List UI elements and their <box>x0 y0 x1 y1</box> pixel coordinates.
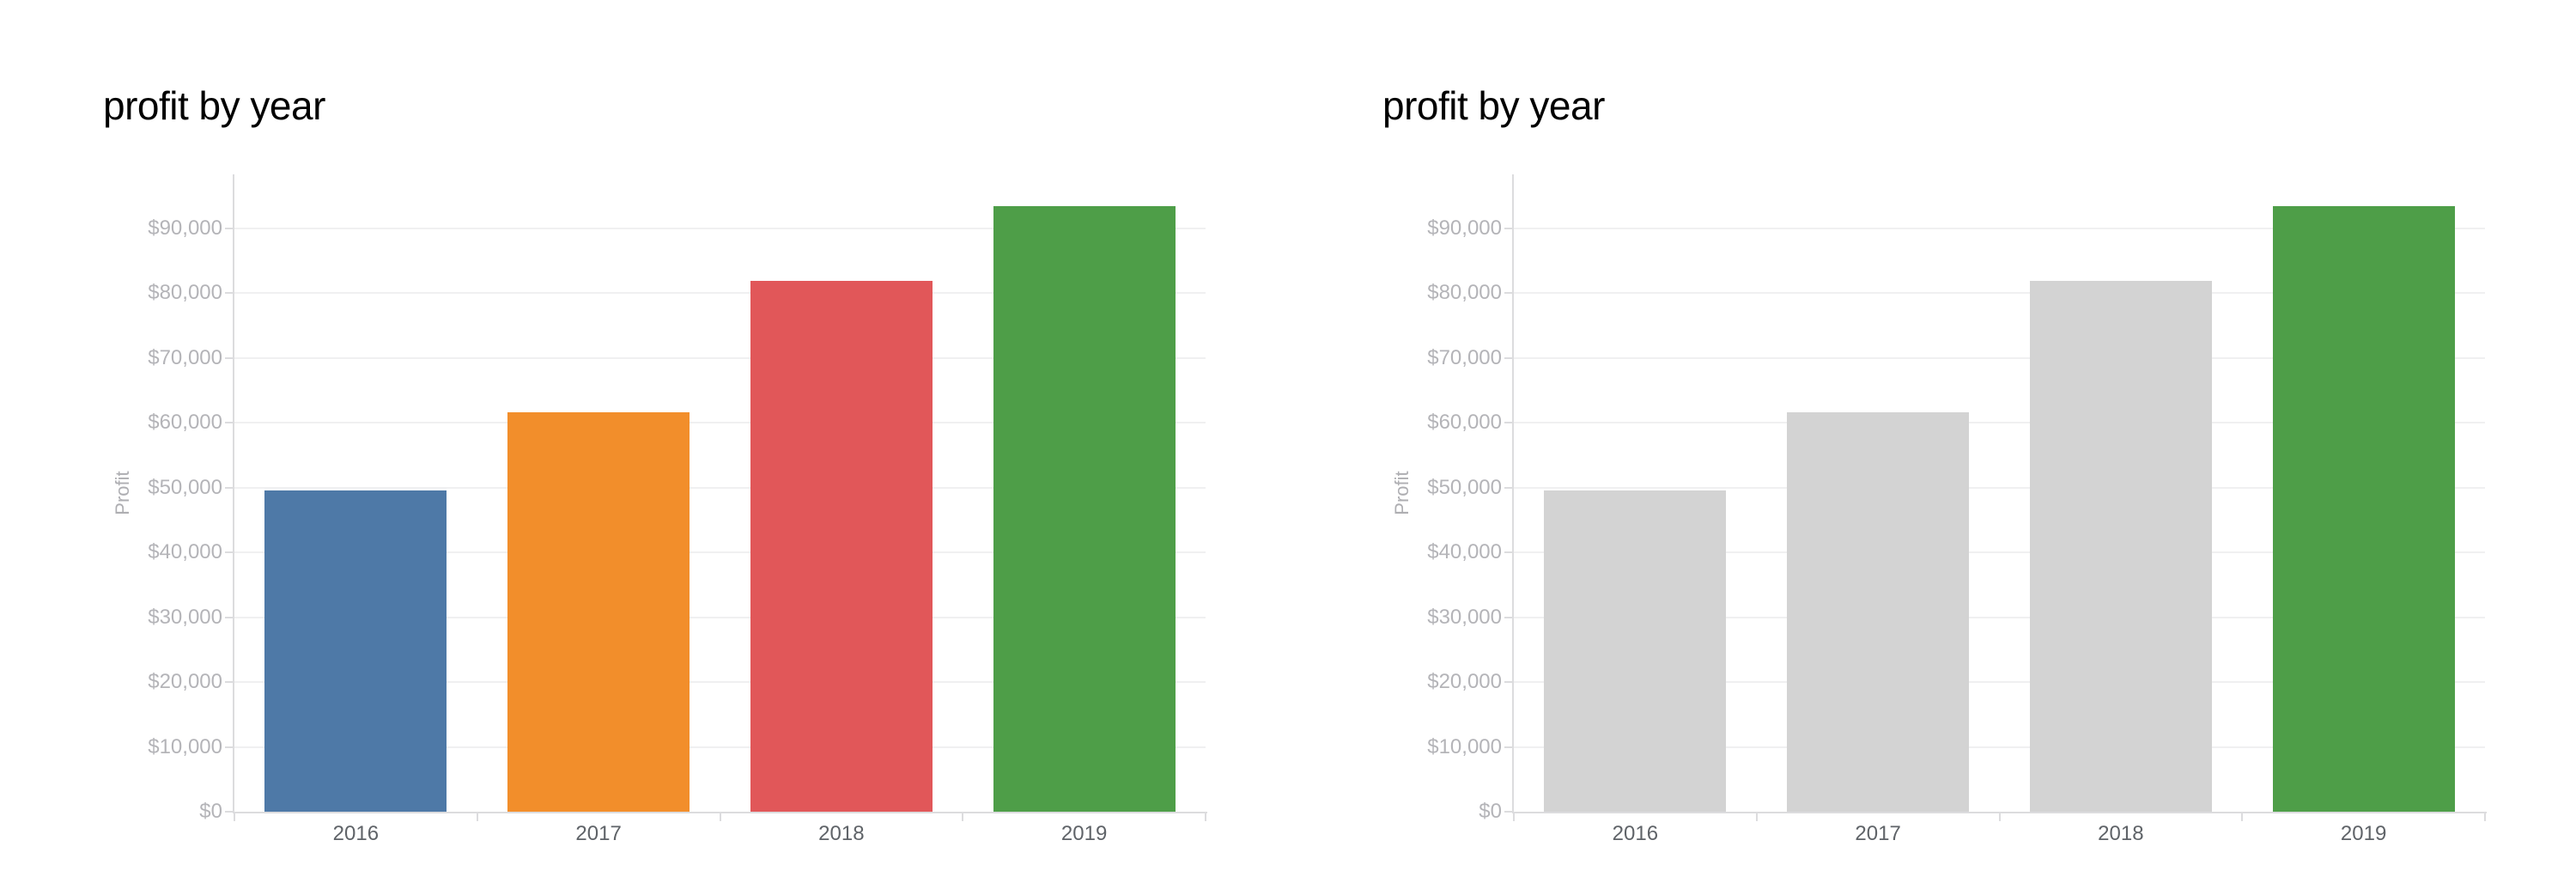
bar-2016[interactable] <box>1544 490 1727 812</box>
y-tick-mark <box>1504 551 1512 553</box>
y-tick-label: $60,000 <box>1427 411 1502 434</box>
gridline-30000 <box>1514 616 2485 618</box>
y-tick-mark <box>1504 227 1512 229</box>
x-tick-mark <box>476 813 478 821</box>
y-tick-label: $40,000 <box>148 540 222 563</box>
gridline-80000 <box>234 292 1206 294</box>
y-axis-line <box>1512 174 1514 813</box>
x-tick-label-2017: 2017 <box>1855 822 1901 845</box>
bar-2017[interactable] <box>507 411 690 812</box>
x-tick-mark <box>2241 813 2244 821</box>
y-tick-label: $60,000 <box>148 411 222 434</box>
y-tick-label: $70,000 <box>148 345 222 369</box>
chart-profit-by-year-highlighted: profit by year Profit $0 $10,000 $20,000 $3… <box>1279 0 2542 889</box>
gridline-10000 <box>1514 746 2485 748</box>
gridline-20000 <box>1514 681 2485 683</box>
x-axis-line <box>233 812 1207 813</box>
y-tick-mark <box>225 811 233 813</box>
x-tick-label-2016: 2016 <box>332 822 380 845</box>
bar-2016[interactable] <box>264 490 447 812</box>
y-tick-mark <box>225 616 233 618</box>
y-tick-mark <box>1504 746 1512 748</box>
y-tick-label: $40,000 <box>1427 540 1502 563</box>
y-tick-mark <box>225 227 233 229</box>
x-tick-label-2018: 2018 <box>2098 822 2144 845</box>
x-tick-label-2018: 2018 <box>818 822 865 845</box>
y-tick-mark <box>1504 811 1512 813</box>
y-tick-label: $80,000 <box>1427 281 1502 304</box>
x-tick-mark <box>1755 813 1758 821</box>
gridline-70000 <box>234 356 1206 359</box>
bar-2019[interactable] <box>2272 205 2455 812</box>
y-tick-label: $80,000 <box>148 281 222 304</box>
chart-title: profit by year <box>103 83 325 128</box>
gridline-60000 <box>234 422 1206 423</box>
gridline-90000 <box>234 227 1206 229</box>
x-tick-mark <box>719 813 721 821</box>
x-tick-label-2019: 2019 <box>1060 822 1108 845</box>
gridline-50000 <box>234 486 1206 489</box>
gridline-70000 <box>1514 356 2485 359</box>
x-tick-mark <box>2484 813 2486 821</box>
y-tick-mark <box>1504 681 1512 683</box>
y-tick-label: $10,000 <box>148 734 222 758</box>
y-tick-mark <box>225 746 233 748</box>
y-tick-mark <box>225 551 233 553</box>
y-tick-label: $50,000 <box>1427 475 1502 499</box>
chart-title: profit by year <box>1382 83 1605 128</box>
y-tick-label: $30,000 <box>1427 605 1502 629</box>
y-tick-mark <box>1504 486 1512 489</box>
x-tick-label-2019: 2019 <box>2340 822 2387 845</box>
plot-area: $0 $10,000 $20,000 $30,000 $40,000 $50,000 $60… <box>1427 174 2487 845</box>
x-tick-label-2016: 2016 <box>1612 822 1659 845</box>
chart-profit-by-year-colored: profit by year Profit $0 $10,000 $20,000 $3… <box>0 0 1262 889</box>
gridline-10000 <box>234 746 1206 748</box>
y-tick-label: $20,000 <box>148 670 222 693</box>
gridline-90000 <box>1514 227 2485 229</box>
y-tick-mark <box>1504 356 1512 359</box>
gridline-20000 <box>234 681 1206 683</box>
x-tick-label-2017: 2017 <box>575 822 622 845</box>
gridline-40000 <box>234 551 1206 553</box>
bar-2018[interactable] <box>750 281 933 812</box>
y-tick-label: $0 <box>1479 800 1502 823</box>
x-tick-mark <box>1513 813 1515 821</box>
x-tick-mark <box>1205 813 1206 821</box>
y-tick-mark <box>225 292 233 294</box>
bar-2018[interactable] <box>2029 281 2212 812</box>
y-tick-label: $90,000 <box>148 216 222 240</box>
x-tick-mark <box>1998 813 2001 821</box>
gridline-60000 <box>1514 422 2485 423</box>
y-tick-mark <box>1504 292 1512 294</box>
bar-2019[interactable] <box>993 205 1176 812</box>
y-tick-label: $20,000 <box>1427 670 1502 693</box>
gridline-40000 <box>1514 551 2485 553</box>
y-tick-label: $30,000 <box>148 605 222 629</box>
y-tick-mark <box>225 356 233 359</box>
gridline-80000 <box>1514 292 2485 294</box>
x-tick-mark <box>962 813 964 821</box>
y-tick-label: $10,000 <box>1427 734 1502 758</box>
y-tick-mark <box>225 681 233 683</box>
y-tick-label: $70,000 <box>1427 345 1502 369</box>
plot-area: $0 $10,000 $20,000 $30,000 $40,000 $50,000 $60… <box>148 174 1207 845</box>
y-tick-mark <box>225 486 233 489</box>
y-tick-mark <box>1504 616 1512 618</box>
y-tick-label: $90,000 <box>1427 216 1502 240</box>
x-axis-line <box>1512 812 2487 813</box>
x-tick-mark <box>234 813 235 821</box>
y-axis-line <box>233 174 234 813</box>
y-tick-label: $0 <box>199 800 222 823</box>
y-tick-mark <box>1504 422 1512 423</box>
bar-2017[interactable] <box>1787 411 1970 812</box>
y-tick-label: $50,000 <box>148 475 222 499</box>
gridline-50000 <box>1514 486 2485 489</box>
y-tick-mark <box>225 422 233 423</box>
gridline-30000 <box>234 616 1206 618</box>
